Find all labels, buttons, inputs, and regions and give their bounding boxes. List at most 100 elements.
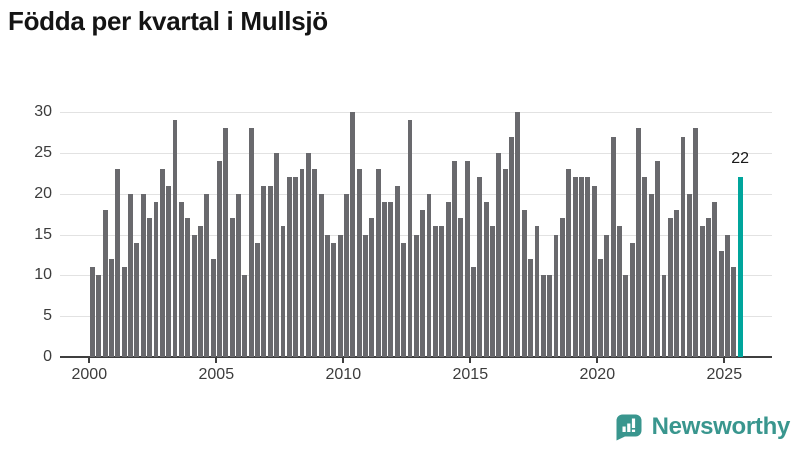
bar: [217, 161, 222, 357]
newsworthy-logo: Newsworthy: [614, 412, 790, 442]
highlight-value-label: 22: [731, 150, 750, 168]
bar: [591, 185, 597, 357]
bar: [229, 218, 235, 357]
bar: [598, 259, 603, 357]
bar: [223, 128, 229, 357]
bar: [274, 152, 280, 357]
gridline: [60, 152, 772, 154]
bar: [636, 128, 642, 357]
bar: [261, 185, 267, 357]
bar: [363, 234, 368, 357]
bar: [699, 226, 705, 357]
bar: [534, 226, 540, 357]
bar: [159, 169, 165, 357]
bar: [642, 177, 648, 357]
bar: [509, 136, 515, 357]
bar: [432, 226, 438, 357]
bar: [439, 226, 445, 357]
bar: [718, 250, 724, 357]
y-axis-tick-label: 0: [43, 348, 52, 365]
bar: [483, 201, 489, 357]
bar: [661, 275, 667, 357]
bar: [559, 218, 565, 357]
bar: [369, 218, 375, 357]
bar: [248, 128, 254, 357]
bar: [109, 259, 114, 357]
y-axis-tick-label: 30: [34, 103, 52, 120]
bar: [585, 177, 591, 357]
bar: [515, 112, 521, 357]
x-axis-tick: [88, 358, 91, 363]
bar: [420, 210, 426, 357]
bar: [267, 185, 273, 357]
bar: [610, 136, 616, 357]
gridline: [60, 112, 772, 113]
bar: [280, 226, 286, 357]
bar: [324, 234, 330, 357]
bar: [178, 201, 184, 357]
bar: [725, 234, 730, 357]
x-axis-line: [60, 356, 772, 358]
bar: [293, 177, 299, 357]
bar: [604, 234, 610, 357]
bar: [578, 177, 584, 357]
bar: [166, 185, 172, 357]
bar: [375, 169, 381, 357]
bar: [394, 185, 400, 357]
bar: [705, 218, 711, 357]
x-axis-tick: [215, 358, 218, 363]
bar: [617, 226, 622, 357]
bar: [318, 193, 324, 357]
bar: [413, 234, 419, 357]
bar: [153, 201, 159, 357]
bar: [305, 152, 311, 357]
x-axis-tick-label: 2025: [706, 366, 743, 383]
x-axis-tick: [342, 358, 345, 363]
bar: [286, 177, 292, 357]
bar: [496, 152, 502, 357]
bar: [623, 275, 629, 357]
newsworthy-bubble-chart-icon: [616, 414, 642, 441]
bar: [382, 201, 388, 357]
bar: [128, 193, 134, 357]
bar: [521, 210, 527, 357]
x-axis-tick-label: 2005: [198, 366, 235, 383]
bar: [674, 210, 680, 357]
bar: [648, 193, 654, 357]
bar: [667, 218, 673, 357]
x-axis-tick: [596, 358, 599, 363]
bar: [140, 193, 146, 357]
bar: [191, 234, 197, 357]
bar: [242, 275, 248, 357]
bar: [458, 218, 464, 357]
bar: [331, 242, 337, 357]
bar: [655, 161, 661, 357]
bar: [401, 242, 407, 357]
x-axis-tick-label: 2015: [452, 366, 489, 383]
bar: [471, 267, 476, 357]
bar: [344, 193, 349, 357]
bar: [553, 234, 559, 357]
bar: [299, 169, 305, 357]
y-axis-tick-label: 20: [34, 184, 52, 202]
bar: [312, 169, 318, 357]
bar: [566, 169, 572, 357]
bar: [210, 259, 216, 357]
bar: [96, 275, 102, 357]
bar: [572, 177, 578, 357]
bar: [197, 226, 203, 357]
bar: [731, 267, 737, 357]
bar: [490, 226, 495, 357]
bar: [629, 242, 635, 357]
bar: [90, 267, 95, 357]
bar: [172, 120, 178, 357]
bar: [680, 136, 686, 357]
bar: [547, 275, 553, 357]
y-axis-tick-label: 15: [34, 225, 52, 243]
bar: [115, 169, 121, 357]
y-axis-tick-label: 5: [43, 307, 52, 325]
bar: [540, 275, 546, 357]
x-axis-tick-label: 2000: [71, 366, 108, 383]
